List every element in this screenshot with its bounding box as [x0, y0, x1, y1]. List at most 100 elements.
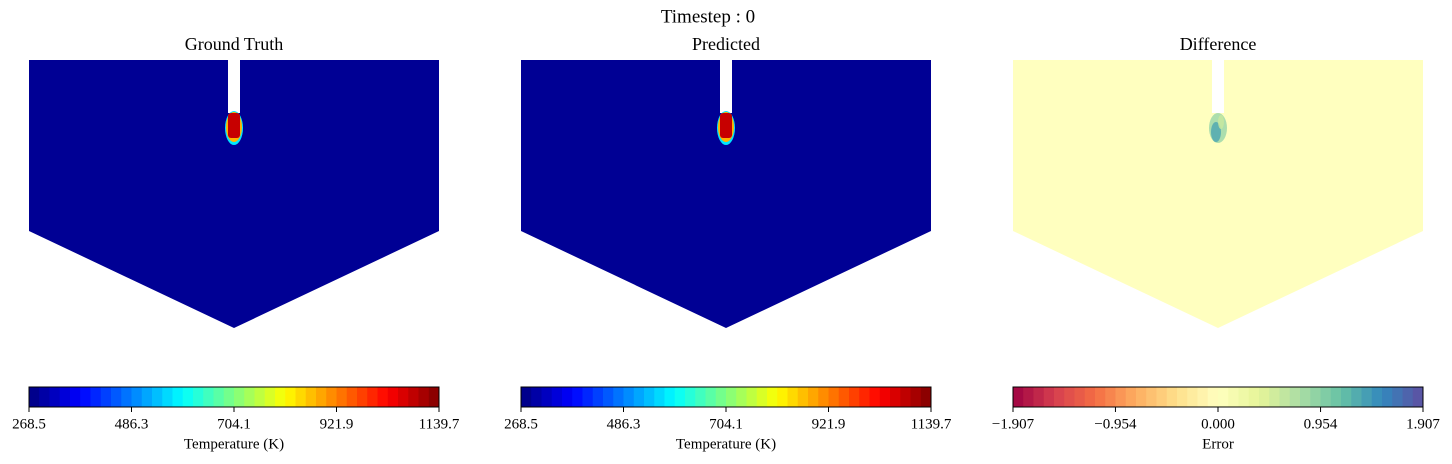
colorbar-level	[1320, 387, 1332, 407]
colorbar-level	[1177, 387, 1188, 407]
colorbar-level	[121, 387, 132, 407]
colorbar-level	[357, 387, 368, 407]
colorbar-level	[623, 387, 635, 407]
colorbar-level	[275, 387, 286, 407]
colorbar-level	[1043, 387, 1055, 407]
colorbar-level	[182, 387, 194, 407]
colorbar-level	[1033, 387, 1045, 407]
colorbar-tick-label: 486.3	[607, 416, 641, 432]
colorbar-level	[910, 387, 922, 407]
colorbar-level	[1361, 387, 1373, 407]
colorbar-level	[1064, 387, 1075, 407]
colorbar-level	[367, 387, 378, 407]
colorbar-level	[521, 387, 532, 407]
colorbar-tick-label: −0.954	[1094, 416, 1137, 432]
colorbar-level	[234, 387, 245, 407]
colorbar-level	[141, 387, 153, 407]
colorbar-level	[203, 387, 214, 407]
colorbar-level	[541, 387, 553, 407]
colorbar-level	[654, 387, 665, 407]
field	[521, 60, 931, 328]
colorbar-tick-label: 704.1	[217, 416, 251, 432]
colorbar-tick-label: −1.907	[992, 416, 1035, 432]
colorbar-level	[1166, 387, 1178, 407]
colorbar-level	[726, 387, 737, 407]
colorbar-tick-label: 486.3	[115, 416, 149, 432]
panel-title: Predicted	[692, 34, 760, 54]
colorbar-level	[674, 387, 686, 407]
colorbar-level	[80, 387, 91, 407]
colorbar-tick-label: 268.5	[12, 416, 46, 432]
colorbar-level	[1351, 387, 1362, 407]
colorbar-level	[1023, 387, 1034, 407]
colorbar-level	[685, 387, 696, 407]
colorbar-level	[695, 387, 706, 407]
colorbar-level	[1289, 387, 1301, 407]
colorbar-level	[1146, 387, 1157, 407]
colorbar-tick-label: 0.954	[1304, 416, 1338, 432]
colorbar-level	[213, 387, 225, 407]
colorbar-level	[70, 387, 81, 407]
colorbar-level	[59, 387, 71, 407]
colorbar-level	[1228, 387, 1239, 407]
colorbar-level	[869, 387, 881, 407]
colorbar-level	[705, 387, 717, 407]
panel-title: Difference	[1180, 34, 1257, 54]
colorbar-level	[879, 387, 891, 407]
hot-spot-core	[720, 113, 732, 138]
colorbar-level	[295, 387, 307, 407]
colorbar-level	[859, 387, 870, 407]
error-spot	[1211, 122, 1221, 142]
colorbar-level	[828, 387, 840, 407]
colorbar-level	[90, 387, 102, 407]
colorbar-level	[1156, 387, 1168, 407]
colorbar-level	[49, 387, 61, 407]
colorbar-level	[531, 387, 542, 407]
colorbar-level	[633, 387, 645, 407]
colorbar-level	[244, 387, 255, 407]
colorbar-tick-label: 0.000	[1201, 416, 1235, 432]
colorbar-level	[808, 387, 819, 407]
colorbar-level	[428, 387, 440, 407]
colorbar-level	[572, 387, 583, 407]
colorbar-level	[890, 387, 901, 407]
panel-title: Ground Truth	[185, 34, 284, 54]
colorbar-level	[1207, 387, 1219, 407]
colorbar-level	[551, 387, 563, 407]
colorbar-level	[1279, 387, 1291, 407]
colorbar-level	[1238, 387, 1250, 407]
colorbar-level	[767, 387, 778, 407]
colorbar-level	[418, 387, 430, 407]
colorbar-level	[162, 387, 173, 407]
colorbar-level	[1125, 387, 1137, 407]
colorbar-level	[613, 387, 624, 407]
colorbar-level	[1218, 387, 1229, 407]
colorbar-level	[1412, 387, 1424, 407]
colorbar-level	[592, 387, 604, 407]
colorbar-level	[1115, 387, 1127, 407]
colorbar-level	[1269, 387, 1280, 407]
colorbar-tick-label: 921.9	[812, 416, 846, 432]
colorbar-level	[223, 387, 235, 407]
colorbar-level	[900, 387, 911, 407]
colorbar-level	[1371, 387, 1383, 407]
colorbar-level	[1197, 387, 1209, 407]
colorbar-level	[387, 387, 399, 407]
colorbar-level	[172, 387, 184, 407]
colorbar-level	[838, 387, 850, 407]
colorbar-level	[787, 387, 799, 407]
colorbar-tick-label: 704.1	[709, 416, 743, 432]
colorbar-label: Error	[1202, 436, 1234, 452]
colorbar-label: Temperature (K)	[184, 436, 284, 452]
colorbar-level	[264, 387, 276, 407]
colorbar-level	[797, 387, 809, 407]
colorbar-level	[1248, 387, 1260, 407]
colorbar-level	[715, 387, 727, 407]
field	[29, 60, 439, 328]
colorbar-level	[1330, 387, 1342, 407]
colorbar-level	[1105, 387, 1116, 407]
colorbar-level	[582, 387, 594, 407]
colorbar-tick-label: 268.5	[504, 416, 538, 432]
colorbar-level	[398, 387, 409, 407]
